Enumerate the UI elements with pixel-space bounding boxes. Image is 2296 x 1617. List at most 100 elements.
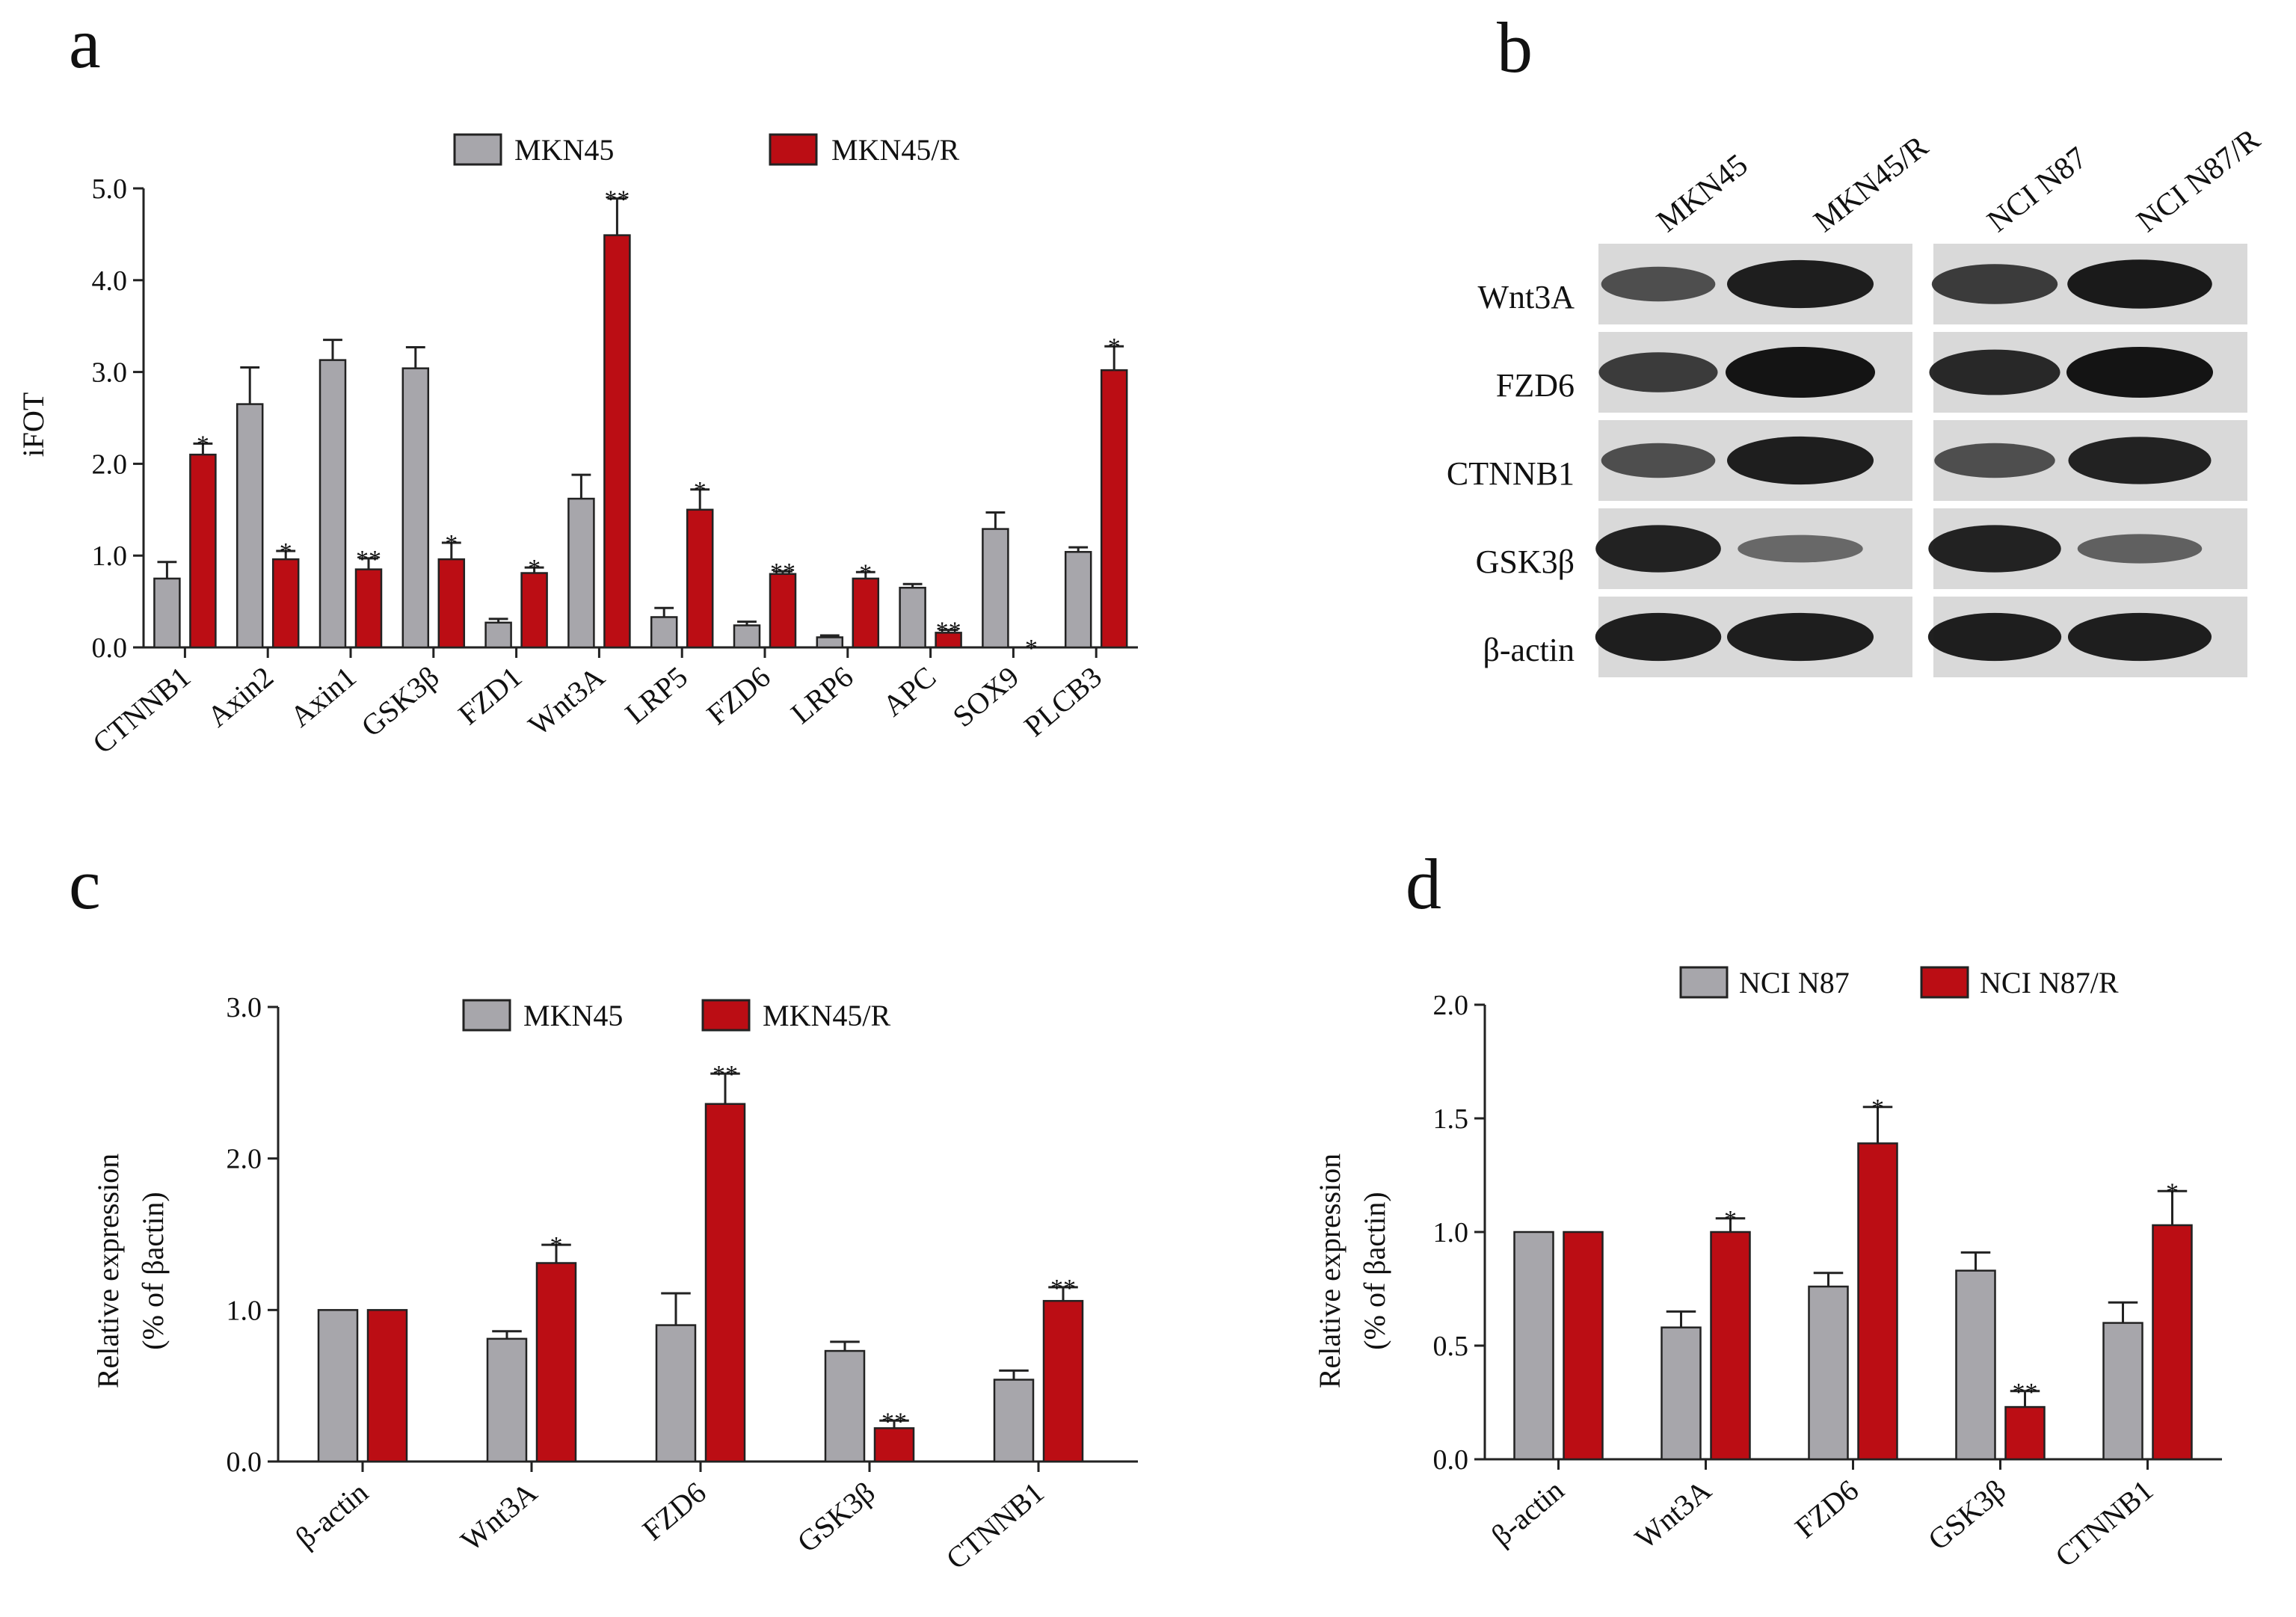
y-axis-label-a: iFOT: [16, 392, 50, 458]
category-label: FZD1: [452, 659, 528, 731]
bar-resistant: [873, 1427, 915, 1463]
blot-band: [1931, 264, 2058, 304]
significance-marker: **: [770, 558, 795, 586]
bar-control: [401, 367, 430, 649]
significance-marker: *: [1025, 635, 1038, 662]
significance-marker: **: [936, 617, 961, 645]
significance-marker: **: [713, 1061, 738, 1088]
chart-d: NCI N87 NCI N87/R Relative expression (%…: [1313, 966, 2222, 1574]
category-label: GSK3β: [354, 659, 445, 743]
legend-swatch-mkn45: [453, 133, 502, 166]
legend-label-nci-n87: NCI N87: [1739, 966, 1850, 1000]
legend-swatch-mkn45r: [769, 133, 818, 166]
bar-control: [733, 624, 761, 649]
bar-resistant: [354, 568, 383, 649]
blot-band: [1601, 266, 1716, 302]
y-tick-label: 0.0: [227, 1447, 262, 1478]
significance-marker: **: [2013, 1379, 2038, 1406]
significance-marker: **: [1050, 1275, 1076, 1302]
significance-marker: **: [604, 186, 630, 214]
legend-swatch-mkn45r-c: [701, 999, 751, 1032]
bar-resistant: [1710, 1231, 1751, 1461]
significance-marker: *: [1108, 333, 1121, 361]
legend-label-mkn45r: MKN45/R: [831, 133, 959, 167]
bar-control: [982, 528, 1009, 649]
panel-letter-a: a: [69, 3, 101, 83]
panel-letter-c: c: [69, 844, 101, 924]
lane-label-nci-n87r: NCI N87/R: [2131, 123, 2267, 239]
bar-resistant: [2152, 1224, 2193, 1461]
y-tick-label: 4.0: [92, 265, 128, 297]
significance-marker: *: [280, 538, 292, 566]
category-label: APC: [876, 659, 943, 722]
bar-resistant: [1857, 1142, 1898, 1461]
legend-swatch-nci-n87r: [1920, 966, 1969, 999]
bar-resistant: [520, 572, 548, 649]
bar-resistant: [852, 577, 880, 649]
bar-control: [1808, 1285, 1849, 1461]
category-label: SOX9: [947, 659, 1026, 733]
blot-band: [1727, 436, 1874, 485]
bar-resistant: [1100, 369, 1128, 649]
blot-band: [1595, 525, 1721, 573]
category-label: GSK3β: [1921, 1473, 2012, 1556]
significance-marker: *: [859, 559, 872, 587]
bar-resistant: [1042, 1299, 1084, 1463]
blot-band: [1598, 352, 1718, 392]
bar-control: [655, 1324, 697, 1463]
category-label: CTNNB1: [86, 659, 197, 760]
legend-label-mkn45-c: MKN45: [523, 999, 623, 1032]
bar-resistant: [366, 1309, 408, 1463]
y-tick-label: 1.0: [1433, 1217, 1469, 1248]
legend-label-mkn45: MKN45: [514, 133, 614, 167]
y-tick-label: 1.5: [1433, 1103, 1469, 1135]
bar-control: [317, 1309, 359, 1463]
y-tick-label: 0.0: [92, 632, 128, 664]
lane-label-nci-n87: NCI N87: [1981, 141, 2094, 239]
bar-control: [318, 359, 347, 649]
category-label: Wnt3A: [455, 1475, 544, 1557]
blot-row-label-wnt3a: Wnt3A: [1477, 279, 1575, 315]
bar-resistant: [535, 1262, 577, 1463]
bar-control: [899, 586, 926, 649]
y-tick-label: 1.0: [227, 1295, 262, 1326]
bar-resistant: [704, 1103, 746, 1463]
blot-band: [1727, 259, 1874, 309]
bar-control: [2102, 1322, 2143, 1461]
blot-row-label-ctnnb1: CTNNB1: [1447, 455, 1575, 492]
category-label: FZD6: [1788, 1473, 1865, 1544]
blot-band: [2066, 347, 2213, 398]
legend-a: MKN45 MKN45/R: [453, 133, 959, 167]
bar-control: [1513, 1231, 1554, 1461]
legend-swatch-nci-n87: [1679, 966, 1729, 999]
y-tick-label: 1.0: [92, 540, 128, 572]
y-tick-label: 2.0: [1433, 990, 1469, 1021]
significance-marker: *: [550, 1232, 563, 1260]
significance-marker: *: [197, 431, 209, 458]
legend-c: MKN45 MKN45/R: [462, 999, 890, 1032]
blot-band: [1726, 347, 1875, 398]
y-tick-label: 3.0: [92, 357, 128, 389]
bar-control: [824, 1349, 866, 1463]
lane-label-mkn45: MKN45: [1651, 147, 1755, 238]
bar-control: [236, 403, 264, 649]
category-label: Axin2: [200, 659, 280, 733]
significance-marker: *: [1871, 1094, 1884, 1122]
category-label: LRP6: [784, 659, 859, 730]
legend-label-mkn45r-c: MKN45/R: [763, 999, 890, 1032]
blot-band: [2067, 259, 2212, 309]
blot-band: [1595, 612, 1722, 662]
bar-resistant: [271, 558, 300, 649]
blot-band: [2077, 534, 2203, 564]
blot-strips: [1595, 244, 2247, 677]
bar-control: [993, 1379, 1035, 1463]
significance-marker: *: [694, 477, 707, 505]
bar-control: [1661, 1326, 1702, 1461]
significance-marker: *: [528, 555, 541, 582]
y-axis-label-d-line2: (% of βactin): [1358, 1192, 1391, 1349]
significance-marker: **: [881, 1408, 907, 1435]
legend-swatch-mkn45-c: [462, 999, 511, 1032]
category-label: Wnt3A: [522, 659, 611, 742]
y-tick-label: 3.0: [227, 992, 262, 1023]
